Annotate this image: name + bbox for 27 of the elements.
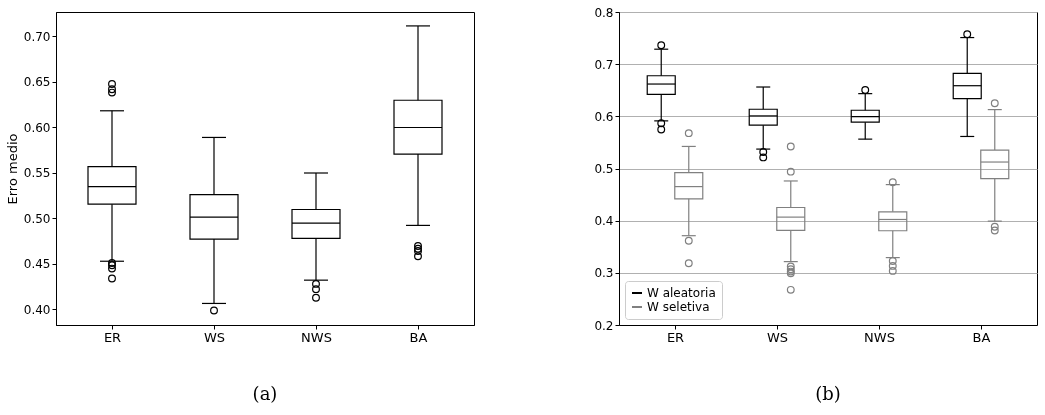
y-tick-label: 0.45 [23,257,51,272]
x-tick-label: NWS [301,329,332,345]
y-tick-label: 0.7 [594,57,614,72]
y-tick-label: 0.5 [594,162,614,176]
x-tick-label: WS [203,329,226,345]
x-tick-label: ER [103,329,122,345]
y-axis-title: Erro medio [4,133,20,205]
legend-label: W seletiva [647,300,710,314]
y-tick-label: 0.6 [594,109,614,124]
y-tick-label: 0.55 [23,166,51,181]
x-tick-label: NWS [864,329,895,345]
text: (b) [815,383,841,404]
x-tick-label: WS [766,329,789,345]
y-tick-label: 0.4 [594,214,614,229]
y-tick-label: 0.8 [594,5,614,20]
text: (a) [252,383,278,404]
y-tick-label: 0.3 [594,266,614,281]
y-tick-label: 0.2 [594,318,614,333]
legend-label: W aleatoria [647,286,716,300]
y-tick-label: 0.60 [23,120,51,135]
y-tick-label: 0.65 [23,75,51,90]
x-tick-label: BA [972,329,991,345]
y-tick-label: 0.50 [23,211,51,226]
x-tick-label: BA [409,329,428,345]
x-tick-label: ER [666,329,685,345]
y-tick-label: 0.70 [23,29,51,44]
y-tick-label: 0.40 [23,302,51,317]
